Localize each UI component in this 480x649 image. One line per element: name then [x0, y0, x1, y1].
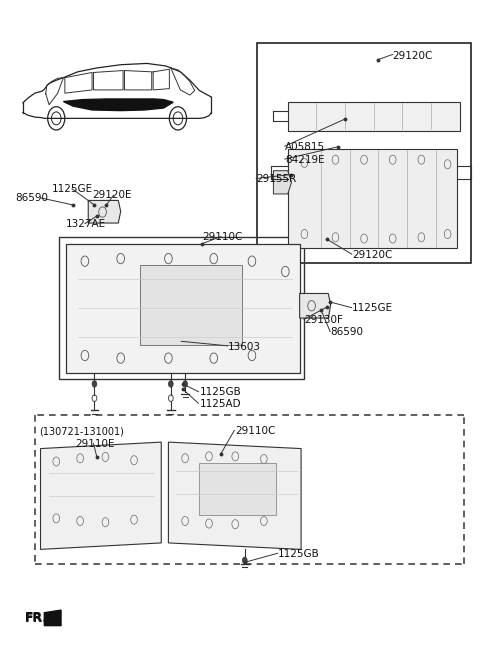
- Circle shape: [92, 381, 97, 387]
- Circle shape: [183, 381, 188, 387]
- Bar: [257, 43, 471, 263]
- Polygon shape: [274, 171, 291, 194]
- Polygon shape: [63, 99, 173, 110]
- Text: 29155R: 29155R: [257, 174, 297, 184]
- Text: FR.: FR.: [25, 612, 48, 625]
- Polygon shape: [66, 244, 300, 373]
- Polygon shape: [40, 442, 161, 550]
- Text: 86590: 86590: [16, 193, 48, 204]
- Text: 1125AD: 1125AD: [199, 399, 241, 409]
- Text: 29130F: 29130F: [304, 315, 343, 325]
- Text: 1125GB: 1125GB: [278, 549, 320, 559]
- Text: (130721-131001): (130721-131001): [39, 426, 124, 436]
- Text: 29110C: 29110C: [202, 232, 242, 242]
- Text: 29120E: 29120E: [92, 190, 132, 201]
- Text: 29120C: 29120C: [393, 51, 433, 61]
- Polygon shape: [288, 101, 459, 130]
- Text: 1125GB: 1125GB: [199, 387, 241, 397]
- Text: 1125GE: 1125GE: [352, 303, 393, 313]
- Polygon shape: [300, 293, 331, 318]
- Circle shape: [242, 557, 247, 563]
- Text: 86590: 86590: [331, 327, 364, 337]
- Text: FR.: FR.: [25, 611, 48, 624]
- Polygon shape: [140, 265, 242, 345]
- Circle shape: [168, 381, 173, 387]
- Text: 29110E: 29110E: [75, 439, 115, 449]
- Text: 13603: 13603: [228, 342, 261, 352]
- Polygon shape: [168, 442, 301, 550]
- Polygon shape: [199, 463, 276, 515]
- Polygon shape: [88, 201, 120, 223]
- Polygon shape: [44, 610, 61, 626]
- Text: 29120C: 29120C: [352, 250, 393, 260]
- Text: 1327AE: 1327AE: [66, 219, 106, 229]
- Text: 1125GE: 1125GE: [51, 184, 93, 194]
- Bar: [59, 238, 304, 380]
- Text: 84219E: 84219E: [285, 154, 325, 165]
- Text: A05815: A05815: [285, 141, 325, 152]
- Polygon shape: [288, 149, 457, 249]
- Text: 29110C: 29110C: [235, 426, 276, 436]
